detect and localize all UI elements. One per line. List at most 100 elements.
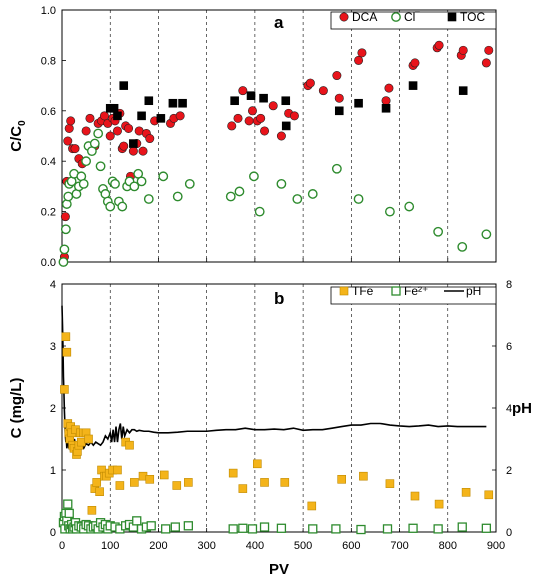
point-open-square-5 — [63, 499, 73, 509]
point-filled-circle-53 — [334, 93, 344, 103]
point-open-square-44 — [276, 523, 287, 533]
point-open-circle-17 — [95, 161, 106, 172]
point-filled-square-18 — [408, 81, 418, 90]
point-filled-circle-4 — [64, 123, 74, 133]
x-tick-label-800: 800 — [439, 540, 457, 552]
point-open-square-48 — [382, 524, 393, 534]
panel-a-label: a — [274, 13, 284, 32]
point-filled-square-42 — [280, 478, 290, 487]
panel-b-right-y-ticks: 0 2 4 6 8 — [492, 279, 512, 539]
point-open-square-50 — [433, 524, 443, 534]
y-tick-label-3: 3 — [50, 341, 56, 353]
point-filled-square-3 — [119, 81, 129, 90]
point-open-circle-32 — [158, 171, 169, 182]
legend-label-1: Fe²⁺ — [404, 284, 428, 298]
point-open-circle-0 — [58, 257, 69, 267]
point-filled-circle-3 — [63, 136, 73, 146]
point-filled-square-50 — [484, 490, 494, 500]
point-filled-circle-44 — [260, 126, 270, 136]
point-open-square-7 — [64, 508, 74, 519]
x-tick-label-900: 900 — [487, 540, 505, 552]
point-filled-circle-15 — [99, 111, 109, 121]
point-filled-circle-63 — [458, 45, 468, 55]
point-filled-square-16 — [354, 98, 363, 108]
point-open-circle-43 — [353, 194, 364, 204]
point-filled-square-12 — [259, 93, 268, 103]
point-open-circle-40 — [292, 194, 303, 204]
point-open-square-43 — [259, 522, 270, 532]
panel-b-gridlines — [61, 284, 497, 532]
point-filled-square-35 — [159, 470, 169, 480]
x-tick-label-400: 400 — [246, 540, 264, 552]
point-filled-circle-27 — [128, 146, 138, 156]
point-filled-square-0 — [60, 385, 69, 394]
point-filled-circle-41 — [247, 106, 257, 116]
point-open-circle-4 — [63, 191, 74, 202]
panel-b-y-axis-label: C (mg/L) — [8, 378, 25, 439]
point-filled-circle-54 — [354, 55, 364, 65]
point-open-circle-36 — [234, 186, 245, 197]
point-filled-square-9 — [178, 98, 187, 108]
point-open-circle-21 — [105, 201, 116, 212]
panel-b-label: b — [274, 289, 284, 308]
point-open-circle-28 — [129, 181, 140, 192]
point-filled-circle-48 — [289, 111, 299, 121]
right-tick-label-4: 4 — [506, 403, 512, 415]
point-open-square-33 — [132, 516, 142, 526]
point-filled-square-43 — [307, 501, 317, 511]
point-open-circle-37 — [249, 171, 259, 182]
point-filled-circle-36 — [175, 111, 185, 121]
point-filled-square-39 — [238, 484, 248, 493]
point-filled-circle-59 — [410, 58, 420, 68]
y-tick-label-1: 1 — [50, 465, 56, 477]
y-tick-label-0.8: 0.8 — [41, 55, 56, 67]
point-filled-square-15 — [334, 106, 344, 116]
point-open-square-41 — [238, 523, 248, 533]
point-filled-square-11 — [246, 91, 256, 100]
point-filled-circle-20 — [112, 126, 122, 136]
panel-b-plot-area — [61, 283, 497, 533]
point-filled-square-7 — [156, 114, 166, 123]
point-filled-circle-61 — [434, 40, 444, 50]
point-filled-circle-64 — [481, 58, 491, 68]
panel-b-points — [58, 332, 494, 535]
point-open-square-52 — [481, 523, 492, 533]
right-tick-label-8: 8 — [506, 279, 512, 291]
x-tick-label-300: 300 — [197, 540, 215, 552]
point-filled-circle-56 — [381, 96, 391, 106]
x-tick-label-700: 700 — [390, 540, 408, 552]
point-filled-circle-38 — [233, 113, 243, 123]
point-filled-square-38 — [228, 468, 238, 478]
point-open-circle-45 — [404, 201, 415, 212]
point-filled-circle-50 — [305, 78, 315, 88]
point-filled-circle-57 — [384, 83, 394, 93]
y-tick-label-0.2: 0.2 — [41, 207, 56, 219]
point-open-square-45 — [308, 524, 318, 534]
right-tick-label-0: 0 — [506, 527, 512, 539]
panel-b-right-y-axis-label: pH — [512, 400, 532, 417]
point-filled-square-36 — [172, 481, 182, 490]
point-filled-square-1 — [61, 332, 71, 342]
point-filled-square-1 — [109, 103, 119, 113]
point-open-circle-46 — [433, 226, 444, 237]
x-tick-label-600: 600 — [342, 540, 360, 552]
point-filled-square-44 — [337, 474, 346, 484]
point-filled-square-15 — [76, 437, 86, 447]
point-filled-circle-30 — [138, 146, 148, 156]
point-open-square-51 — [457, 522, 467, 532]
point-open-square-36 — [146, 521, 156, 531]
x-tick-label-0: 0 — [59, 540, 65, 552]
point-filled-circle-32 — [145, 134, 155, 144]
y-tick-label-0: 0 — [50, 527, 56, 539]
y-tick-label-2: 2 — [50, 403, 56, 415]
panel-a-legend: DCA Cl‾ TOC — [330, 10, 497, 30]
point-filled-square-8 — [168, 98, 178, 108]
point-open-square-38 — [170, 522, 180, 532]
point-filled-square-32 — [130, 478, 139, 487]
point-filled-circle-51 — [318, 86, 328, 96]
point-open-circle-15 — [89, 138, 100, 149]
point-filled-square-47 — [410, 491, 420, 501]
point-open-circle-34 — [184, 178, 195, 189]
point-filled-circle-10 — [81, 126, 91, 136]
point-open-circle-41 — [307, 189, 318, 199]
